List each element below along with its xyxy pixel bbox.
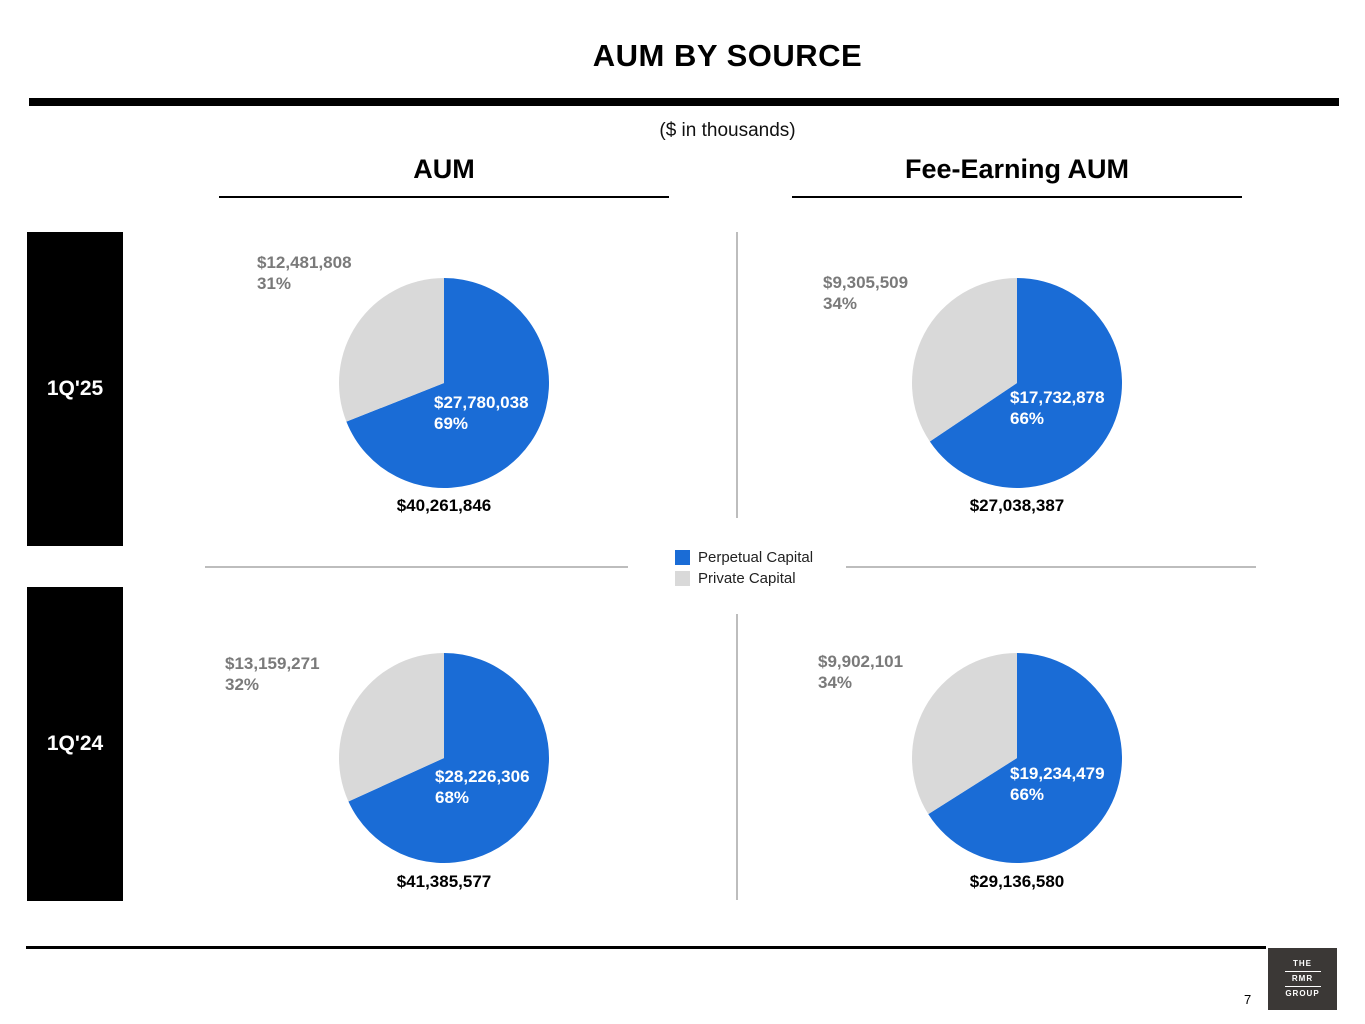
pie-slice-private-capital: [339, 278, 444, 422]
vertical-divider-top: [736, 232, 738, 518]
pie-slice-private-capital: [911, 653, 1017, 815]
column-header-aum: AUM: [413, 154, 475, 184]
logo-line-2: RMR: [1291, 974, 1314, 983]
pie-total-1q24-aum: $41,385,577: [396, 872, 492, 891]
slice-percent: 68%: [435, 788, 470, 807]
column-rule-fee-earning-aum: [792, 196, 1242, 198]
horizontal-divider-left: [205, 566, 628, 568]
slice-value: $28,226,306: [435, 767, 530, 786]
slice-value: $13,159,271: [225, 654, 320, 673]
slice-value: $27,780,038: [434, 393, 529, 412]
legend-item-private-capital: Private Capital: [675, 568, 813, 589]
legend-item-perpetual-capital: Perpetual Capital: [675, 547, 813, 568]
slice-label-private-capital-1q24-feaum: $9,902,101 34%: [818, 651, 903, 693]
slice-value: $9,305,509: [823, 273, 909, 292]
slice-value: $19,234,479: [1010, 764, 1105, 783]
page-title: AUM BY SOURCE: [592, 38, 863, 73]
column-rule-aum: [219, 196, 669, 198]
horizontal-divider-right: [846, 566, 1256, 568]
legend-label-private-capital: Private Capital: [698, 570, 796, 587]
slice-label-perpetual-capital-1q24-aum: $28,226,306 68%: [435, 766, 530, 808]
slice-percent: 34%: [818, 673, 853, 692]
slice-value: $12,481,808: [257, 253, 352, 272]
slice-percent: 69%: [434, 414, 469, 433]
pie-1q25-fee-earning-aum-svg: [912, 278, 1123, 488]
row-label-1q25: 1Q'25: [27, 232, 123, 546]
logo-line-1: THE: [1293, 959, 1312, 968]
slice-percent: 66%: [1010, 409, 1045, 428]
legend-swatch-private-capital: [675, 571, 690, 586]
pie-slice-perpetual-capital: [348, 653, 549, 863]
slice-label-private-capital-1q24-aum: $13,159,271 32%: [225, 653, 320, 695]
pie-slice-private-capital: [912, 278, 1017, 442]
pie-slice-perpetual-capital: [928, 653, 1122, 863]
vertical-divider-bottom: [736, 614, 738, 900]
pie-slice-perpetual-capital: [346, 278, 550, 488]
slice-value: $9,902,101: [818, 652, 904, 671]
slice-percent: 66%: [1010, 785, 1045, 804]
logo-separator: [1284, 971, 1321, 972]
column-header-fee-earning-aum: Fee-Earning AUM: [904, 154, 1129, 184]
units-subtitle: ($ in thousands): [659, 120, 796, 141]
slice-label-perpetual-capital-1q25-feaum: $17,732,878 66%: [1010, 387, 1105, 429]
rmr-group-logo: THE RMR GROUP: [1268, 948, 1337, 1010]
pie-1q24-aum-svg: [338, 653, 549, 863]
pie-1q25-aum-svg: [339, 278, 550, 488]
slice-label-private-capital-1q25-feaum: $9,305,509 34%: [823, 272, 908, 314]
logo-separator: [1284, 986, 1321, 987]
slice-percent: 31%: [257, 274, 292, 293]
slice-value: $17,732,878: [1010, 388, 1105, 407]
legend-swatch-perpetual-capital: [675, 550, 690, 565]
row-label-1q24: 1Q'24: [27, 587, 123, 901]
slice-label-private-capital-1q25-aum: $12,481,808 31%: [257, 252, 352, 294]
pie-slice-perpetual-capital: [929, 278, 1123, 488]
legend-label-perpetual-capital: Perpetual Capital: [698, 549, 814, 566]
pie-total-1q25-aum: $40,261,846: [396, 496, 492, 515]
slice-label-perpetual-capital-1q25-aum: $27,780,038 69%: [434, 392, 529, 434]
logo-line-3: GROUP: [1285, 989, 1320, 998]
slice-label-perpetual-capital-1q24-feaum: $19,234,479 66%: [1010, 763, 1105, 805]
chart-legend: Perpetual Capital Private Capital: [675, 547, 813, 589]
pie-1q24-fee-earning-aum-svg: [911, 653, 1122, 863]
slice-percent: 32%: [225, 675, 260, 694]
page-number: 7: [1244, 992, 1252, 1007]
pie-slice-private-capital: [338, 653, 444, 802]
footer-rule: [26, 946, 1266, 949]
slice-percent: 34%: [823, 294, 858, 313]
pie-total-1q24-feaum: $29,136,580: [969, 872, 1065, 891]
title-rule: [29, 98, 1339, 106]
pie-total-1q25-feaum: $27,038,387: [969, 496, 1065, 515]
